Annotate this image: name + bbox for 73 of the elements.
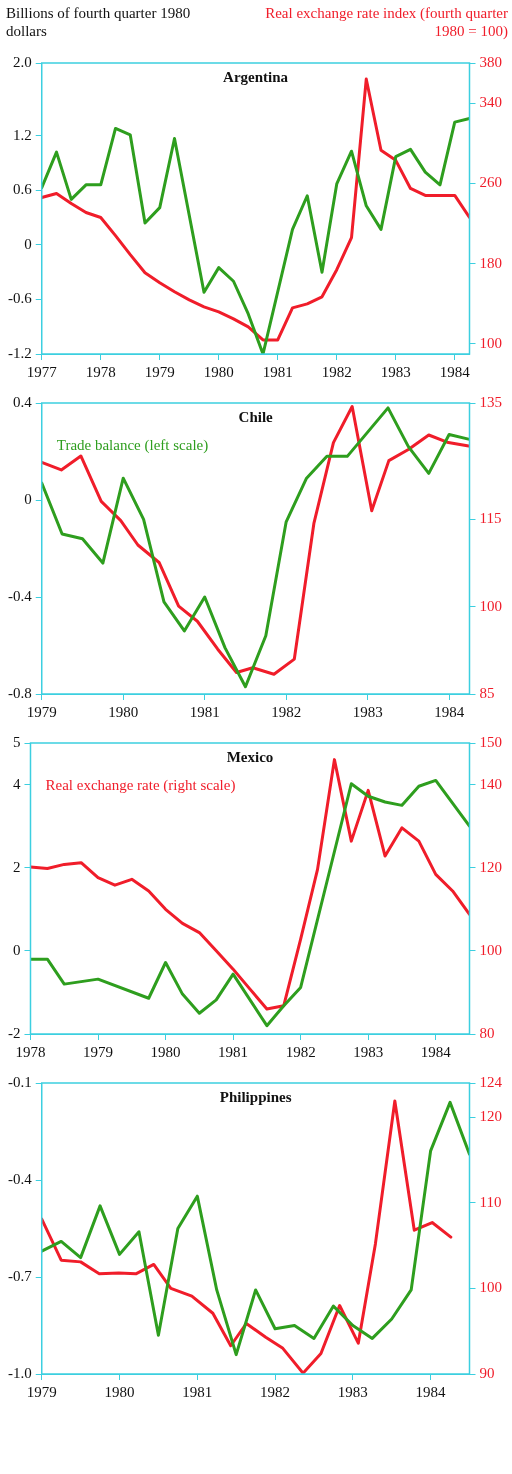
x-tick-label: 1982 (285, 1043, 316, 1060)
x-tick-label: 1980 (150, 1043, 181, 1060)
y2-tick-label: 135 (479, 393, 502, 410)
y2-tick-label: 90 (479, 1364, 495, 1381)
x-tick-label: 1981 (218, 1043, 249, 1060)
y2-tick-label: 124 (479, 1073, 503, 1090)
x-tick-label: 1983 (352, 703, 383, 720)
x-tick-label: 1984 (434, 703, 465, 720)
x-tick-label: 1978 (85, 363, 116, 380)
y2-tick-label: 100 (479, 941, 502, 958)
y2-tick-label: 110 (479, 1193, 502, 1210)
x-tick-label: 1983 (353, 1043, 384, 1060)
y2-tick-label: 340 (479, 94, 502, 111)
x-tick-label: 1981 (182, 1383, 213, 1400)
y2-axis-title: Real exchange rate index (fourth quarter 1980 = 100) (264, 4, 508, 41)
y2-tick-label: 140 (479, 775, 502, 792)
x-tick-label: 1980 (108, 703, 139, 720)
x-tick-label: 1983 (337, 1383, 368, 1400)
chart-title: Mexico (226, 749, 274, 766)
y2-tick-label: 380 (479, 53, 502, 70)
y-axis-title: Billions of fourth quarter 1980 dollars (6, 4, 192, 41)
y-tick-label: 5 (13, 733, 21, 750)
y-tick-label: -0.7 (8, 1267, 33, 1284)
x-tick-label: 1979 (26, 1383, 57, 1400)
y-tick-label: 2 (13, 858, 21, 875)
x-tick-label: 1984 (420, 1043, 452, 1060)
y2-tick-label: 120 (479, 858, 502, 875)
x-tick-label: 1979 (144, 363, 175, 380)
y-tick-label: 4 (13, 775, 21, 792)
y-tick-label: 0.4 (13, 393, 33, 410)
y2-tick-label: 100 (479, 334, 502, 351)
y-tick-label: -0.8 (8, 684, 32, 701)
y-tick-label: -2 (8, 1024, 21, 1041)
text: Trade balance (left scale) (56, 437, 209, 455)
chart-title: Chile (238, 409, 274, 426)
x-tick-label: 1978 (15, 1043, 46, 1060)
x-tick-label: 1984 (439, 363, 471, 380)
y-tick-label: -1.0 (8, 1364, 32, 1381)
y-tick-label: -0.1 (8, 1073, 32, 1090)
y-tick-label: -1.2 (8, 344, 32, 361)
x-tick-label: 1983 (380, 363, 411, 380)
y2-tick-label: 100 (479, 1279, 502, 1296)
text: Real exchange rate (right scale) (45, 777, 236, 795)
y2-tick-label: 120 (479, 1108, 502, 1125)
y2-tick-label: 80 (479, 1024, 495, 1041)
y2-tick-label: 115 (479, 510, 502, 527)
y-tick-label: 0.6 (13, 181, 33, 198)
y-tick-label: -0.6 (8, 290, 33, 307)
x-tick-label: 1982 (260, 1383, 291, 1400)
y-tick-label: 2.0 (13, 53, 32, 70)
y-tick-label: -0.4 (8, 587, 33, 604)
y2-tick-label: 85 (479, 684, 495, 701)
chart-title: Philippines (219, 1089, 292, 1106)
x-tick-label: 1979 (83, 1043, 114, 1060)
y2-tick-label: 150 (479, 733, 502, 750)
y2-tick-label: 100 (479, 597, 502, 614)
y-tick-label: 1.2 (13, 126, 32, 143)
x-tick-label: 1984 (415, 1383, 447, 1400)
x-tick-label: 1980 (203, 363, 234, 380)
x-tick-label: 1979 (26, 703, 57, 720)
x-tick-label: 1982 (321, 363, 352, 380)
y-tick-label: 0 (24, 235, 32, 252)
y2-tick-label: 260 (479, 174, 502, 191)
y2-tick-label: 180 (479, 254, 502, 271)
x-tick-label: 1981 (189, 703, 220, 720)
y-tick-label: 0 (13, 941, 21, 958)
chart-title: Argentina (223, 69, 289, 86)
x-tick-label: 1980 (104, 1383, 135, 1400)
y-tick-label: 0 (24, 490, 32, 507)
x-tick-label: 1981 (262, 363, 293, 380)
x-tick-label: 1977 (26, 363, 58, 380)
x-tick-label: 1982 (271, 703, 302, 720)
y-tick-label: -0.4 (8, 1170, 33, 1187)
